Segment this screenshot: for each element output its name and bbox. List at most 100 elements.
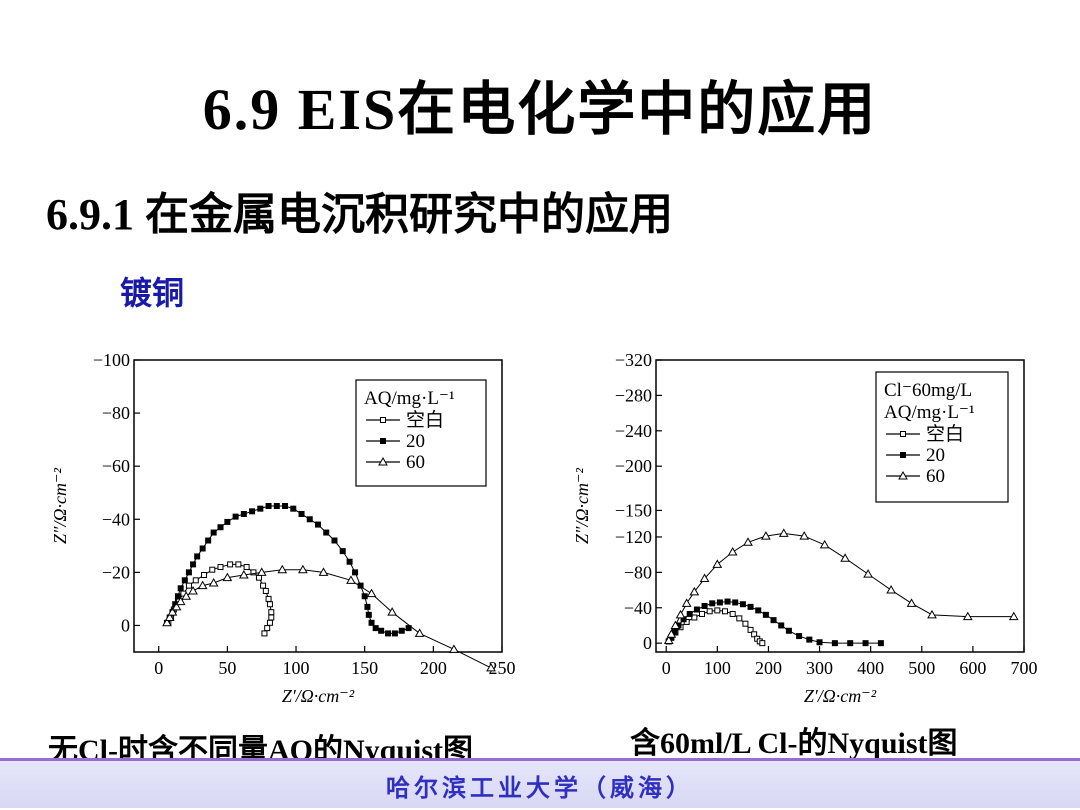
data-point <box>739 601 746 608</box>
y-tick-label: 0 <box>643 633 652 653</box>
data-point <box>724 598 731 605</box>
x-tick-label: 50 <box>218 658 236 678</box>
data-point <box>210 529 217 536</box>
data-point <box>174 593 181 600</box>
data-point <box>188 585 198 595</box>
series-1 <box>665 598 884 647</box>
data-point <box>364 603 371 610</box>
data-point <box>831 640 838 647</box>
footer-bar <box>0 758 1080 808</box>
data-point <box>747 626 754 633</box>
data-point <box>449 644 459 653</box>
data-point <box>268 614 275 621</box>
data-point <box>366 588 377 598</box>
data-point <box>262 587 269 594</box>
data-point <box>266 619 273 626</box>
data-point <box>372 625 379 632</box>
legend-marker <box>898 470 908 480</box>
data-point <box>962 611 973 621</box>
data-point <box>352 569 359 576</box>
x-tick-label: 300 <box>806 658 833 678</box>
data-point <box>171 601 182 611</box>
data-point <box>699 610 705 617</box>
data-point <box>177 585 184 592</box>
data-point <box>227 561 234 568</box>
data-point <box>666 629 677 638</box>
legend-box <box>875 371 1009 503</box>
series-line <box>668 532 1014 641</box>
data-point <box>699 573 710 583</box>
data-point <box>761 531 771 540</box>
data-point <box>194 553 201 560</box>
data-point <box>727 547 738 556</box>
data-point <box>357 582 364 589</box>
data-point <box>722 608 728 615</box>
x-tick-label: 400 <box>857 658 884 678</box>
data-point <box>368 619 375 626</box>
data-point <box>346 558 353 565</box>
data-point <box>273 503 280 509</box>
data-point <box>863 569 873 578</box>
data-point <box>261 630 268 637</box>
legend-marker <box>900 431 906 437</box>
legend-box <box>355 379 487 487</box>
data-point <box>706 608 713 615</box>
section-subtitle: 6.9.1 在金属电沉积研究中的应用 <box>46 190 673 239</box>
data-point <box>290 505 297 512</box>
data-point <box>257 505 264 512</box>
data-point <box>318 567 329 576</box>
y-tick-label: −80 <box>624 562 652 582</box>
data-point <box>224 518 231 525</box>
y-tick-label: −150 <box>615 500 652 520</box>
data-point <box>691 614 698 621</box>
data-point <box>686 610 693 617</box>
y-tick-label: −240 <box>615 421 652 441</box>
legend-marker <box>900 452 906 458</box>
data-point <box>264 625 271 632</box>
plot-frame <box>655 359 1025 653</box>
data-point <box>414 628 425 637</box>
y-tick-label: −320 <box>615 350 652 370</box>
footer-divider <box>0 758 1080 761</box>
data-point <box>235 561 242 568</box>
legend-marker <box>380 417 386 423</box>
y-axis-label: Z″/Ω·cm⁻² <box>572 467 592 544</box>
data-point <box>217 524 224 531</box>
data-point <box>265 503 272 509</box>
data-point <box>391 630 398 637</box>
data-point <box>323 529 330 536</box>
x-tick-label: 100 <box>283 658 310 678</box>
data-point <box>405 625 412 632</box>
legend-entry: 20 <box>406 431 425 452</box>
x-axis-label: Z′/Ω·cm⁻² <box>804 686 877 706</box>
data-point <box>298 564 308 574</box>
data-point <box>486 662 496 672</box>
data-point <box>693 606 700 613</box>
y-tick-label: −80 <box>102 403 130 423</box>
data-point <box>339 548 346 555</box>
data-point <box>681 598 692 607</box>
data-point <box>770 617 777 624</box>
data-point <box>199 545 206 552</box>
data-point <box>167 607 178 616</box>
x-tick-label: 200 <box>755 658 782 678</box>
data-point <box>751 631 758 638</box>
legend-entry: 60 <box>926 466 945 487</box>
data-point <box>385 630 392 637</box>
legend-title: AQ/mg·L⁻¹ <box>884 402 975 423</box>
data-point <box>298 510 305 517</box>
x-tick-label: 150 <box>351 658 378 678</box>
data-point <box>709 600 716 607</box>
x-tick-label: 700 <box>1011 658 1038 678</box>
x-tick-label: 500 <box>908 658 935 678</box>
data-point <box>164 612 175 621</box>
data-point <box>806 636 813 643</box>
data-point <box>732 599 739 606</box>
data-point <box>796 633 803 640</box>
data-point <box>240 510 247 517</box>
legend-marker <box>378 456 388 466</box>
data-point <box>816 639 823 646</box>
data-point <box>663 635 674 644</box>
legend-entry: 空白 <box>406 409 444 431</box>
